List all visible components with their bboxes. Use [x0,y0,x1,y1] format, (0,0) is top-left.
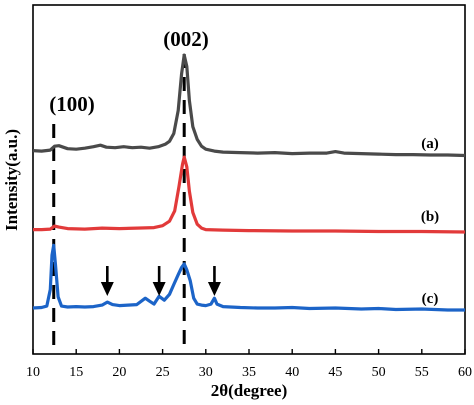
series-group [32,53,466,312]
curve-label-2: (b) [421,209,439,225]
x-axis-title: 2θ(degree) [211,381,288,400]
x-tick-label: 15 [69,365,83,380]
series-line-2 [33,155,466,234]
x-tick-label: 40 [285,365,299,380]
x-tick-label: 60 [458,365,472,380]
x-tick-label: 10 [26,365,40,380]
x-tick-label: 50 [372,365,386,380]
series-line-1 [32,53,466,158]
x-tick-label: 45 [328,365,342,380]
arrow-head [207,282,221,296]
x-tick-label: 35 [242,365,256,380]
x-tick-label: 20 [112,365,126,380]
peak-arrows [100,266,221,296]
x-axis-ticks: 10 15 20 25 30 35 40 45 50 55 60 [26,349,472,380]
peak-label-100: (100) [49,92,95,116]
x-tick-label: 55 [415,365,429,380]
peak-label-002: (002) [163,27,209,51]
curve-label-3: (c) [422,291,439,307]
arrow-head [152,282,166,296]
y-axis-title: Intensity(a.u.) [2,129,21,231]
arrow-head [100,282,114,296]
curve-labels: (a) (b) (c) [421,136,439,307]
plot-frame [32,4,466,355]
x-tick-label: 25 [156,365,170,380]
curve-label-1: (a) [421,136,439,152]
peak-reference-lines [52,54,186,350]
x-tick-label: 30 [199,365,213,380]
series-line-3 [32,243,465,312]
